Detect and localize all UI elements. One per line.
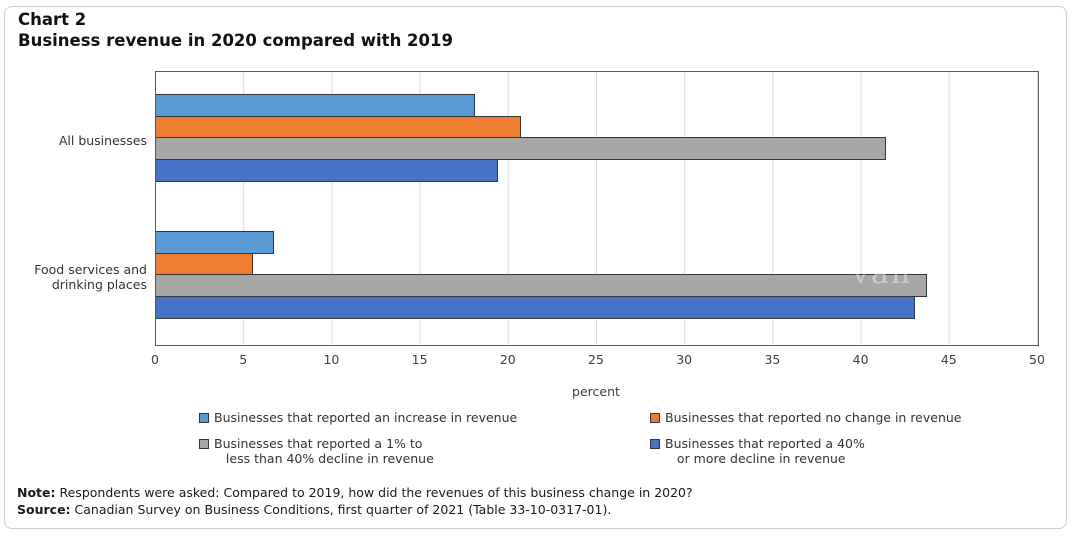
legend-label: Businesses that reported an increase in … — [214, 410, 518, 425]
source-line: Source: Canadian Survey on Business Cond… — [17, 502, 693, 519]
note-text: Respondents were asked: Compared to 2019… — [55, 485, 693, 500]
x-tick-20: 20 — [499, 352, 516, 367]
chart-title: Business revenue in 2020 compared with 2… — [18, 31, 453, 50]
bar-cat0-series2 — [156, 137, 887, 160]
watermark: van — [852, 256, 913, 291]
bar-cat1-series2 — [156, 274, 927, 297]
x-tick-25: 25 — [588, 352, 604, 367]
plot-area — [155, 71, 1039, 346]
x-tick-45: 45 — [940, 352, 957, 367]
legend-item-2: Businesses that reported a 1% to less th… — [199, 436, 650, 466]
note-line: Note: Respondents were asked: Compared t… — [17, 485, 693, 502]
x-tick-40: 40 — [852, 352, 869, 367]
legend-item-0: Businesses that reported an increase in … — [199, 410, 650, 425]
bar-cat0-series3 — [156, 158, 499, 182]
bar-cat1-series3 — [156, 295, 915, 319]
bar-cat1-series1 — [156, 252, 254, 276]
legend-marker-icon — [199, 413, 209, 423]
legend-item-1: Businesses that reported no change in re… — [650, 410, 962, 425]
source-text: Canadian Survey on Business Conditions, … — [70, 501, 612, 517]
chart-number-title: Chart 2 — [18, 10, 87, 29]
legend: Businesses that reported an increase in … — [199, 410, 962, 466]
notes-block: Note: Respondents were asked: Compared t… — [17, 485, 693, 518]
legend-label: Businesses that reported no change in re… — [665, 410, 962, 425]
y-axis-labels: All businesses Food services and drinking… — [0, 71, 147, 344]
x-axis-title: percent — [572, 384, 620, 399]
legend-label: Businesses that reported a 40% or more d… — [665, 436, 865, 466]
bar-cat1-series0 — [156, 231, 275, 254]
x-axis-ticks: 0 5 10 15 20 25 30 35 40 45 50 — [151, 352, 1045, 368]
x-tick-5: 5 — [239, 352, 248, 367]
bar-group-0 — [156, 94, 1038, 182]
x-tick-10: 10 — [323, 352, 340, 367]
category-label-0: All businesses — [58, 133, 147, 148]
x-tick-0: 0 — [151, 352, 159, 367]
legend-item-3: Businesses that reported a 40% or more d… — [650, 436, 962, 466]
bar-group-1 — [156, 231, 1038, 319]
legend-label: Businesses that reported a 1% to less th… — [214, 436, 434, 466]
legend-marker-icon — [650, 439, 660, 449]
category-label-1: Food services and drinking places — [34, 262, 147, 292]
x-tick-15: 15 — [411, 352, 428, 367]
x-tick-35: 35 — [764, 352, 781, 367]
bar-cat0-series0 — [156, 94, 476, 117]
note-label: Note: — [17, 485, 56, 500]
x-tick-50: 50 — [1029, 352, 1045, 367]
bar-cat0-series1 — [156, 115, 522, 139]
source-label: Source: — [17, 501, 71, 517]
legend-marker-icon — [199, 439, 209, 449]
legend-marker-icon — [650, 413, 660, 423]
x-tick-30: 30 — [676, 352, 693, 367]
